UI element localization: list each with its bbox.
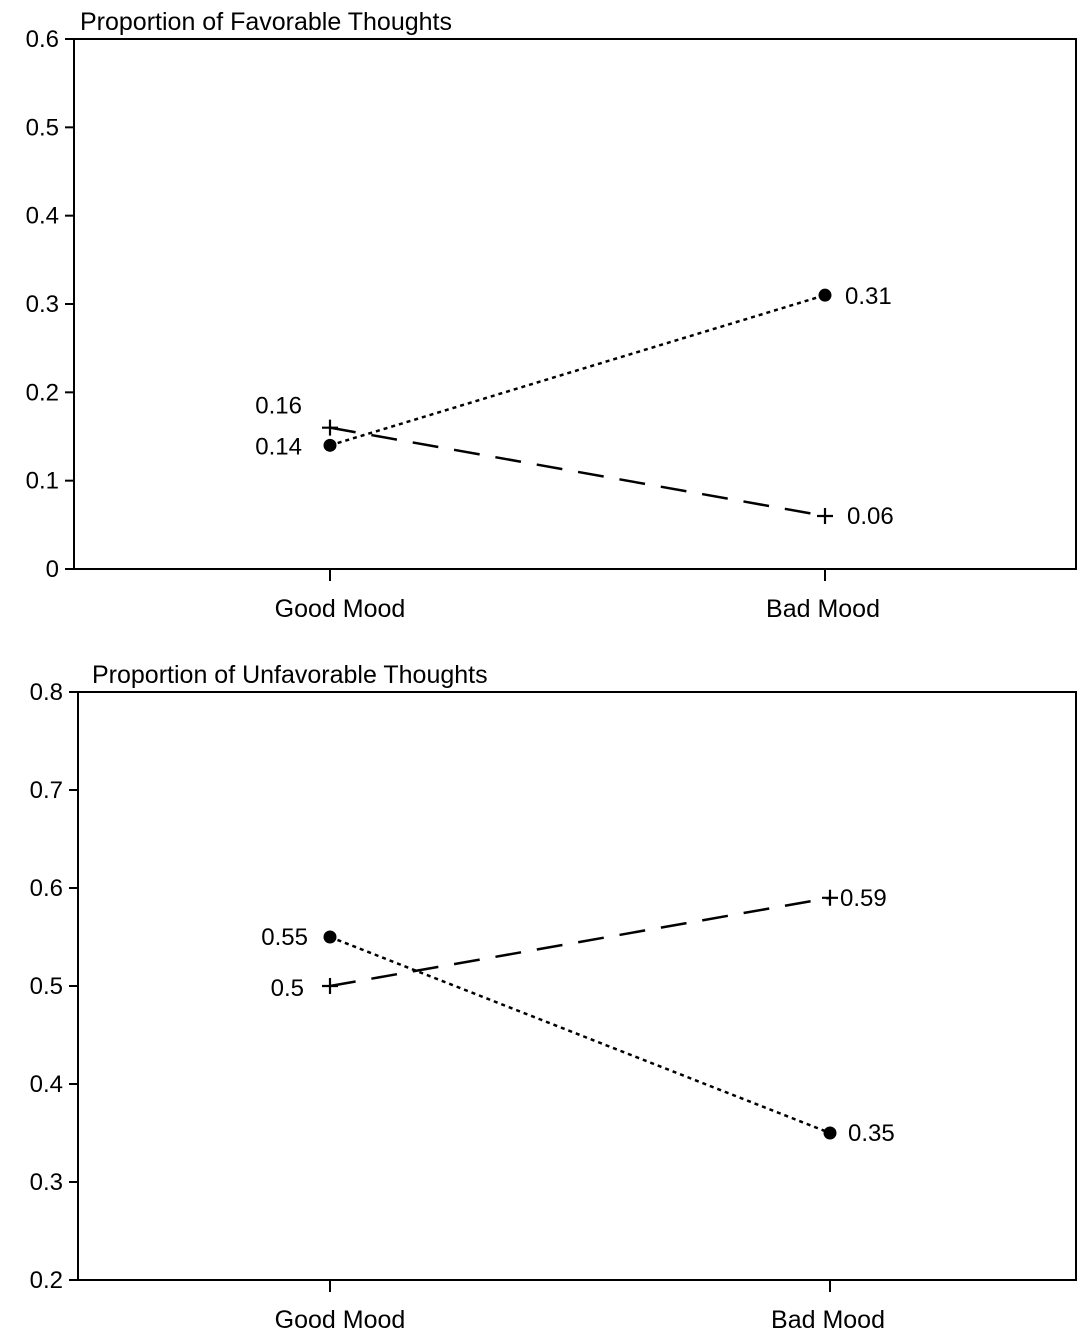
chart-title: Proportion of Favorable Thoughts [80, 8, 452, 36]
series-line [329, 426, 826, 518]
x-tick-label: Bad Mood [771, 1306, 885, 1334]
data-label: 0.14 [255, 433, 302, 460]
data-label: 0.59 [840, 885, 887, 912]
plot-frame [77, 691, 1077, 1281]
data-point [817, 508, 833, 524]
y-tick-label: 0.3 [30, 1169, 63, 1196]
y-tick-label: 0.8 [30, 679, 63, 706]
y-tick-label: 0.6 [30, 875, 63, 902]
data-label: 0.31 [845, 283, 892, 310]
y-tick-label: 0.4 [26, 203, 59, 230]
y-tick-label: 0.3 [26, 291, 59, 318]
series-line [329, 896, 831, 988]
y-tick-label: 0.4 [30, 1071, 63, 1098]
y-tick-label: 0.2 [30, 1267, 63, 1294]
data-point [322, 419, 338, 436]
y-tick-label: 0.5 [30, 973, 63, 1000]
data-point [323, 438, 337, 452]
data-point [322, 978, 338, 994]
x-tick-label: Good Mood [275, 1306, 406, 1334]
y-tick-label: 0.1 [26, 468, 59, 495]
y-tick-label: 0 [46, 556, 59, 583]
x-tick-label: Bad Mood [766, 595, 880, 623]
data-label: 0.55 [261, 924, 308, 951]
data-label: 0.16 [255, 393, 302, 420]
chart-title: Proportion of Unfavorable Thoughts [92, 661, 488, 689]
data-point [822, 889, 838, 906]
y-tick-label: 0.6 [26, 26, 59, 53]
plot-frame [73, 38, 1077, 570]
unfavorable-thoughts-chart: Proportion of Unfavorable Thoughts 0.2 0.… [30, 661, 1077, 1334]
data-point [823, 1126, 837, 1140]
x-tick-label: Good Mood [275, 595, 406, 623]
data-label: 0.5 [271, 975, 304, 1002]
favorable-thoughts-chart: Proportion of Favorable Thoughts 0 0.1 0.2… [26, 8, 1077, 623]
data-point [323, 930, 337, 944]
data-label: 0.06 [847, 503, 894, 530]
series-line [329, 935, 831, 1135]
y-tick-label: 0.5 [26, 114, 59, 141]
data-label: 0.35 [848, 1120, 895, 1147]
y-tick-label: 0.2 [26, 379, 59, 406]
series-line [329, 293, 826, 447]
y-tick-label: 0.7 [30, 777, 63, 804]
data-point [818, 288, 832, 302]
